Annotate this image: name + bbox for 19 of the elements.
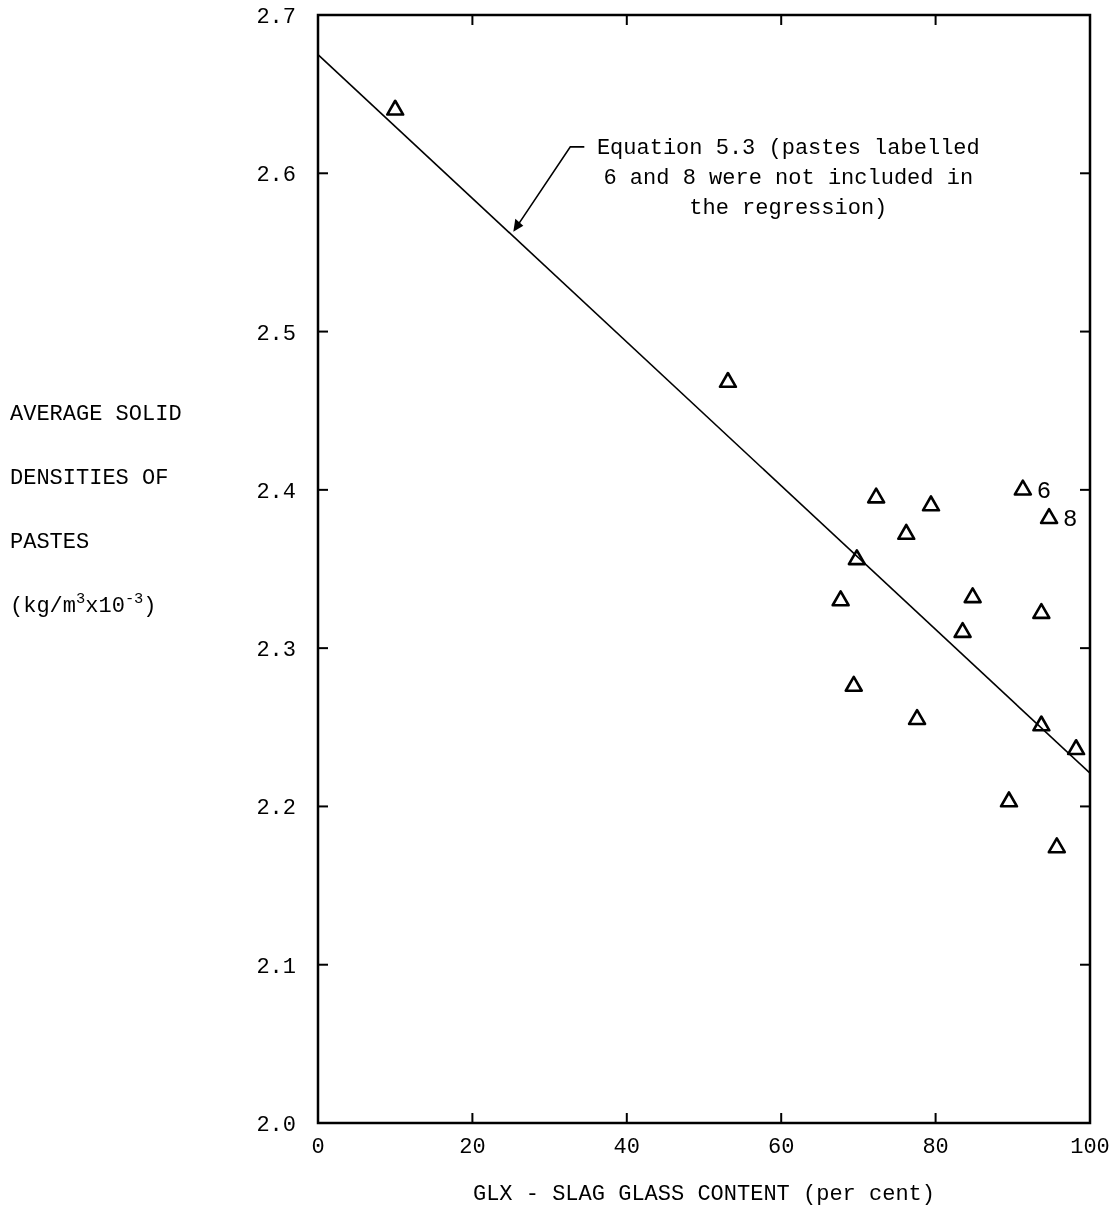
annotation: 6 xyxy=(1036,477,1052,505)
y-tick-label: 2.2 xyxy=(256,796,296,822)
x-tick-label: 40 xyxy=(613,1135,640,1160)
y-tick-label: 2.3 xyxy=(256,638,296,664)
annotation: Equation 5.3 (pastes labelled 6 and 8 were not included in the regression) xyxy=(596,135,980,221)
x-axis-title: GLX - SLAG GLASS CONTENT (per cent) xyxy=(472,1182,936,1207)
annotation: 8 xyxy=(1063,506,1078,534)
x-tick-label: 20 xyxy=(459,1135,486,1160)
x-tick-label: 100 xyxy=(1070,1135,1110,1160)
y-tick-label: 2.1 xyxy=(256,954,296,980)
y-tick-label: 2.6 xyxy=(256,163,296,189)
y-tick-label: 2.4 xyxy=(256,479,296,505)
text: AVERAGE SOLID DENSITIES OF PASTES (kg/m$^{3}$x10$^{-3}$) xyxy=(10,402,182,619)
x-tick-label: 60 xyxy=(768,1135,795,1160)
y-tick-label: 2.0 xyxy=(256,1113,296,1138)
y-tick-label: 2.5 xyxy=(256,321,296,347)
x-tick-label: 80 xyxy=(922,1135,949,1160)
x-tick-label: 0 xyxy=(311,1135,325,1160)
y-tick-label: 2.7 xyxy=(256,5,296,30)
